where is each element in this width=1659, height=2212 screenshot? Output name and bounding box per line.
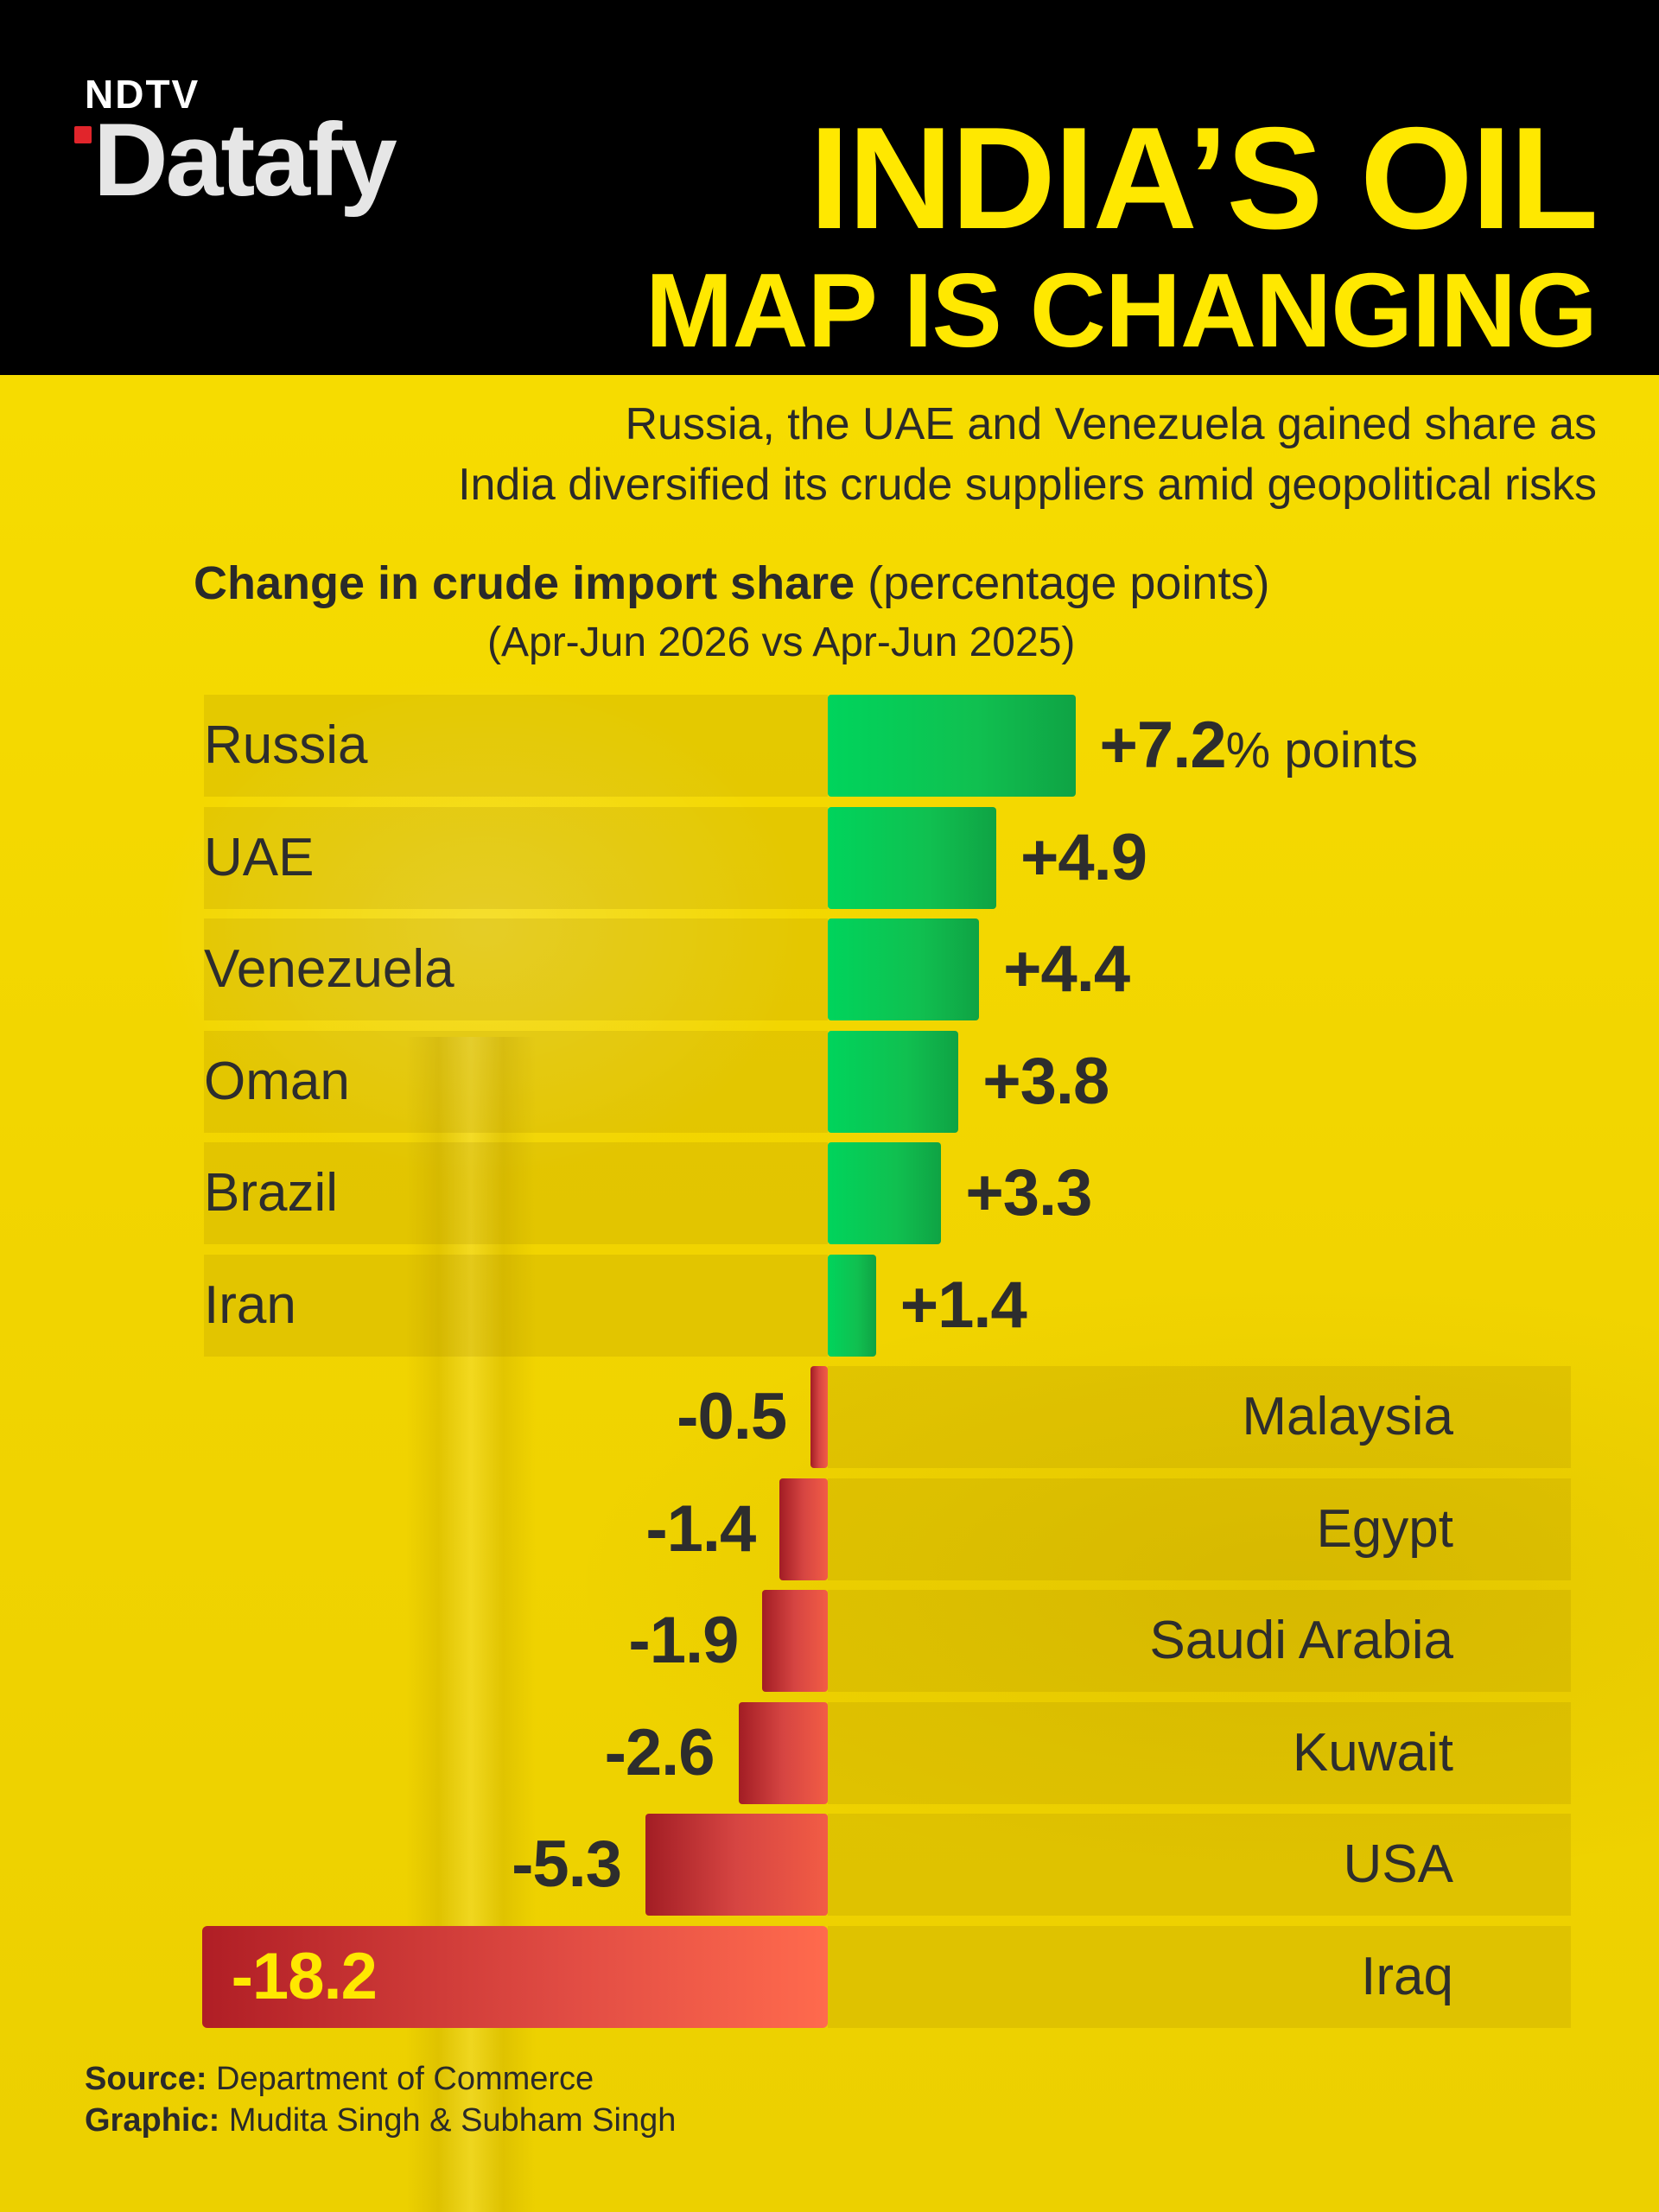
value-label-kuwait: -2.6 [605, 1702, 715, 1804]
row-band-iraq [828, 1926, 1571, 2028]
bar-uae [828, 807, 997, 909]
category-label-uae: UAE [204, 828, 315, 887]
category-label-usa: USA [1343, 1834, 1453, 1894]
value-number-brazil: +3.3 [965, 1156, 1092, 1230]
row-band-brazil [204, 1142, 828, 1244]
bar-malaysia [810, 1366, 828, 1468]
subtitle-line-2: India diversified its crude suppliers am… [458, 460, 1597, 510]
bar-russia [828, 695, 1076, 797]
row-band-kuwait [828, 1702, 1571, 1804]
bar-usa [645, 1814, 828, 1916]
value-number-uae: +4.9 [1020, 821, 1147, 894]
row-band-iran [204, 1255, 828, 1357]
graphic-value: Mudita Singh & Subham Singh [228, 2102, 677, 2139]
chart-title-unit: (percentage points) [868, 557, 1270, 609]
brand-datafy: Datafy [93, 102, 397, 218]
category-label-saudi-arabia: Saudi Arabia [1149, 1611, 1453, 1670]
category-label-egypt: Egypt [1316, 1499, 1453, 1559]
value-label-venezuela: +4.4 [1003, 918, 1130, 1020]
source-value: Department of Commerce [216, 2061, 594, 2097]
row-band-malaysia [828, 1366, 1571, 1468]
bar-kuwait [738, 1702, 828, 1804]
title-line-1: INDIA’S OIL [809, 97, 1599, 259]
value-number-usa: -5.3 [512, 1827, 622, 1901]
value-label-oman: +3.8 [982, 1031, 1109, 1133]
value-number-egypt: -1.4 [645, 1492, 756, 1566]
chart-title: Change in crude import share (percentage… [194, 556, 1269, 610]
value-unit-label: % points [1225, 722, 1419, 779]
category-label-venezuela: Venezuela [204, 939, 454, 999]
category-label-russia: Russia [204, 715, 368, 775]
category-label-brazil: Brazil [204, 1163, 339, 1223]
logo-dot-icon [74, 126, 92, 143]
bar-saudi-arabia [762, 1590, 828, 1692]
value-label-usa: -5.3 [512, 1814, 622, 1916]
row-band-egypt [828, 1478, 1571, 1580]
row-band-usa [828, 1814, 1571, 1916]
chart-subtitle: (Apr-Jun 2026 vs Apr-Jun 2025) [487, 620, 1076, 665]
value-number-oman: +3.8 [982, 1045, 1109, 1118]
value-number-saudi-arabia: -1.9 [628, 1604, 739, 1677]
category-label-oman: Oman [204, 1052, 350, 1111]
value-number-kuwait: -2.6 [604, 1716, 715, 1789]
value-number-iraq: -18.2 [231, 1940, 378, 2013]
value-number-russia: +7.2 [1099, 709, 1227, 782]
value-number-iran: +1.4 [899, 1268, 1027, 1342]
category-label-kuwait: Kuwait [1292, 1723, 1453, 1783]
row-band-oman [204, 1031, 828, 1133]
page-title: INDIA’S OIL MAP IS CHANGING [645, 97, 1599, 369]
subtitle-line-1: Russia, the UAE and Venezuela gained sha… [625, 399, 1597, 449]
graphic-line: Graphic: Mudita Singh & Subham Singh [85, 2100, 676, 2141]
value-number-venezuela: +4.4 [1003, 932, 1130, 1006]
value-label-saudi-arabia: -1.9 [628, 1590, 739, 1692]
bar-egypt [779, 1478, 828, 1580]
row-band-saudi-arabia [828, 1590, 1571, 1692]
value-label-russia: +7.2% points [1100, 695, 1419, 802]
value-label-uae: +4.9 [1020, 807, 1147, 909]
value-number-malaysia: -0.5 [677, 1380, 787, 1453]
value-label-brazil: +3.3 [965, 1142, 1092, 1244]
bar-venezuela [828, 918, 980, 1020]
brand-logo: Datafy [74, 100, 397, 219]
source-label: Source: [85, 2061, 207, 2097]
source-line: Source: Department of Commerce [85, 2058, 676, 2100]
category-label-iraq: Iraq [1361, 1947, 1453, 2006]
bar-oman [828, 1031, 959, 1133]
subtitle: Russia, the UAE and Venezuela gained sha… [41, 394, 1597, 515]
category-label-iran: Iran [204, 1275, 296, 1335]
title-line-2: MAP IS CHANGING [645, 251, 1598, 369]
row-band-russia [204, 695, 828, 797]
bar-iran [828, 1255, 876, 1357]
value-label-malaysia: -0.5 [677, 1366, 787, 1468]
graphic-label: Graphic: [85, 2102, 220, 2139]
value-label-iran: +1.4 [900, 1255, 1027, 1357]
chart-title-main: Change in crude import share [194, 557, 855, 609]
bar-iraq [201, 1926, 828, 2028]
brand-ndtv: NDTV [85, 72, 200, 117]
row-band-uae [204, 807, 828, 909]
category-label-malaysia: Malaysia [1242, 1387, 1453, 1446]
value-label-egypt: -1.4 [645, 1478, 756, 1580]
value-label-iraq: -18.2 [231, 1926, 378, 2028]
footer: Source: Department of Commerce Graphic: … [85, 2058, 676, 2141]
bar-brazil [828, 1142, 942, 1244]
header: NDTV Datafy INDIA’S OIL MAP IS CHANGING [0, 0, 1659, 375]
row-band-venezuela [204, 918, 828, 1020]
